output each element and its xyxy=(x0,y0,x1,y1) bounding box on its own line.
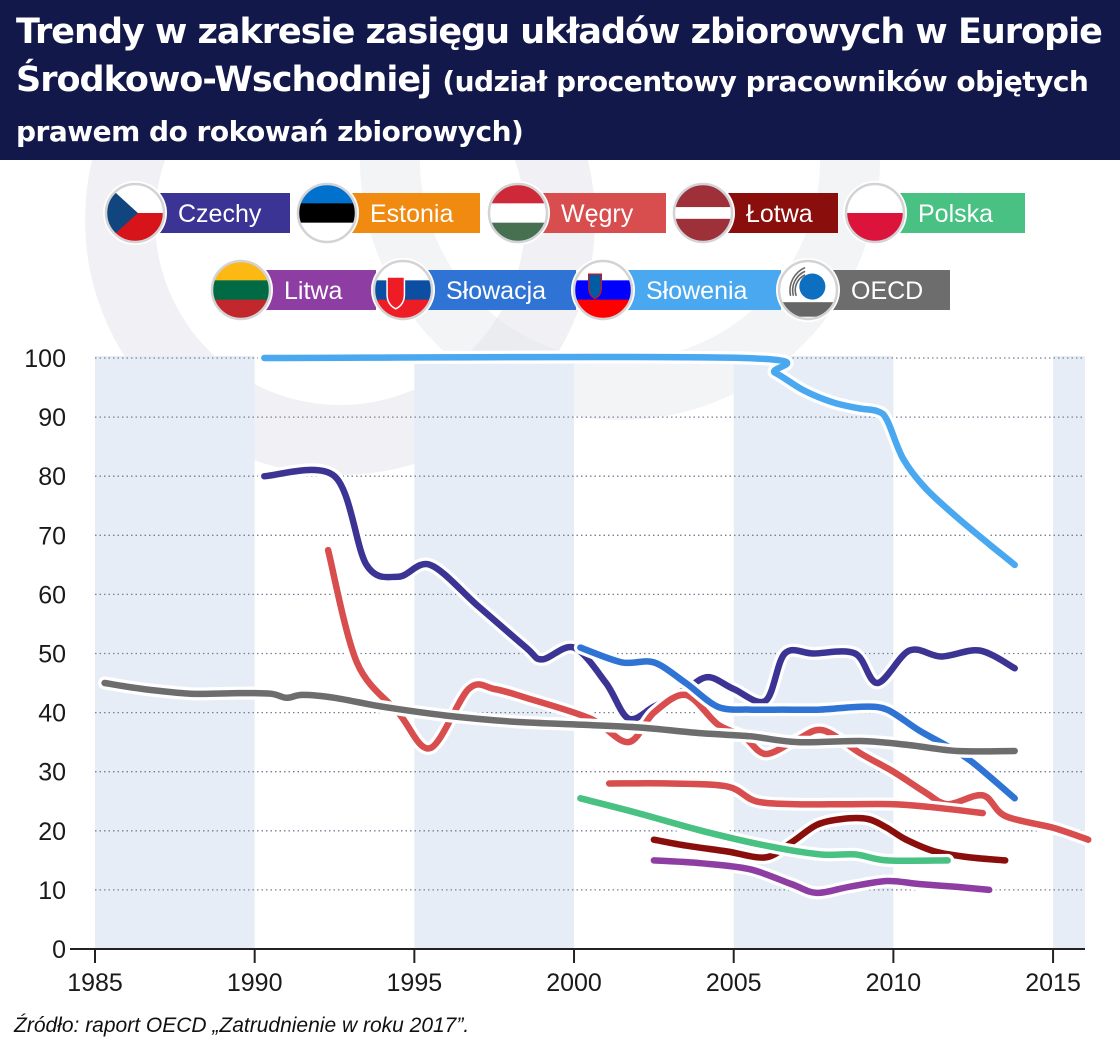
series-line-oecd xyxy=(101,679,1018,755)
y-tick-label: 10 xyxy=(38,877,66,905)
y-tick-label: 100 xyxy=(24,345,66,373)
legend-item-litwa: Litwa xyxy=(209,258,376,322)
legend: Czechy Estonia Węgry Łotwa Polska Litwa Słowac… xyxy=(103,181,1025,322)
flag-ring xyxy=(572,259,634,321)
flag-ring xyxy=(104,182,166,244)
x-tick-label: 1990 xyxy=(227,969,283,997)
y-tick-label: 0 xyxy=(52,936,66,964)
x-tick-label: 2005 xyxy=(706,969,762,997)
flag-ring xyxy=(844,182,906,244)
legend-item-czechy: Czechy xyxy=(103,181,290,245)
chart-header: Trendy w zakresie zasięgu układów zbioro… xyxy=(0,0,1120,160)
series-lines xyxy=(98,350,1095,900)
flag-ring xyxy=(372,259,434,321)
flag-ring xyxy=(672,182,734,244)
legend-label: Litwa xyxy=(284,277,342,305)
shaded-band xyxy=(1053,356,1085,949)
x-tick-label: 1985 xyxy=(67,969,123,997)
y-tick-label: 90 xyxy=(38,404,66,432)
legend-item-polska: Polska xyxy=(843,181,1025,245)
legend-item--otwa: Łotwa xyxy=(671,181,838,245)
series-line-s-owenia xyxy=(261,353,1018,569)
flag-latvia-icon xyxy=(674,184,732,242)
legend-label: Słowenia xyxy=(646,277,748,305)
legend-item-w-gry: Węgry xyxy=(486,181,666,245)
title-subtitle: (udział procentowy pracowników objętych … xyxy=(16,65,1089,148)
flag-oecd-icon xyxy=(779,261,837,319)
legend-label: Węgry xyxy=(561,200,634,228)
series-line--otwa xyxy=(650,814,1009,864)
legend-label: Czechy xyxy=(178,200,262,228)
series-line-w-gry-2- xyxy=(605,780,987,817)
flag-ring xyxy=(210,259,272,321)
y-tick-label: 80 xyxy=(38,463,66,491)
x-tick-label: 1995 xyxy=(387,969,443,997)
legend-label-bg xyxy=(335,193,480,233)
legend-item-estonia: Estonia xyxy=(295,181,480,245)
x-tick-label: 2010 xyxy=(866,969,922,997)
legend-label-bg xyxy=(411,270,576,310)
legend-label: Estonia xyxy=(370,200,453,228)
legend-label-bg xyxy=(143,193,290,233)
y-tick-label: 50 xyxy=(38,641,66,669)
legend-label: Łotwa xyxy=(746,200,813,228)
legend-label: OECD xyxy=(851,277,923,305)
y-tick-label: 20 xyxy=(38,818,66,846)
flag-ring xyxy=(296,182,358,244)
y-tick-label: 70 xyxy=(38,522,66,550)
y-tick-label: 30 xyxy=(38,759,66,787)
line-chart: 0 10 20 30 40 50 60 70 80 90 100 1985 1990 1995 2000 20… xyxy=(24,160,1095,997)
flag-ring xyxy=(487,182,549,244)
legend-label: Polska xyxy=(918,200,993,228)
series-line-polska xyxy=(577,795,951,865)
series-line-litwa xyxy=(650,857,993,897)
legend-item-s-owenia: Słowenia xyxy=(571,258,781,322)
shaded-band xyxy=(95,356,255,949)
x-tick-label: 2000 xyxy=(546,969,602,997)
legend-label: Słowacja xyxy=(446,277,546,305)
flag-ring xyxy=(777,259,839,321)
watermark-ring xyxy=(360,160,880,420)
y-tick-label: 60 xyxy=(38,581,66,609)
chart-title: Trendy w zakresie zasięgu układów zbioro… xyxy=(16,8,1106,156)
title-main: Trendy w zakresie zasięgu układów zbioro… xyxy=(16,12,1103,100)
axes: 0 10 20 30 40 50 60 70 80 90 100 1985 1990 1995 2000 20… xyxy=(24,345,1085,997)
source-note: Źródło: raport OECD „Zatrudnienie w roku… xyxy=(14,1014,470,1037)
legend-label-bg xyxy=(611,270,781,310)
y-tick-label: 40 xyxy=(38,700,66,728)
x-tick-label: 2015 xyxy=(1025,969,1081,997)
legend-item-oecd: OECD xyxy=(776,258,950,322)
legend-item-s-owacja: Słowacja xyxy=(371,258,576,322)
